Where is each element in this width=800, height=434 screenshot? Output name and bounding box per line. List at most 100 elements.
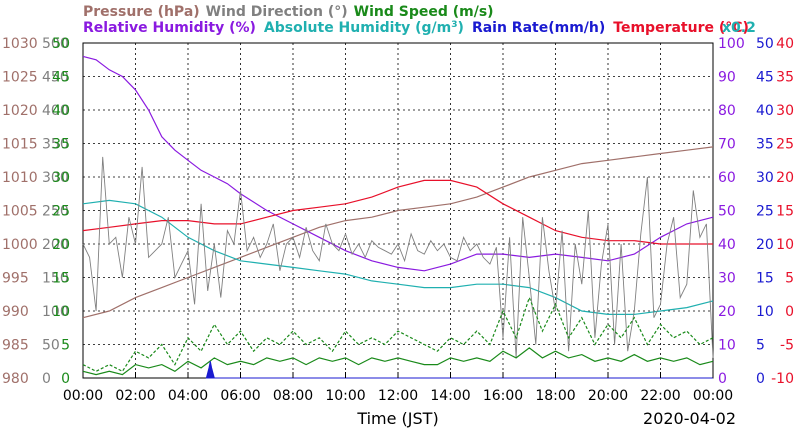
tick-label-temperature: 35 [776,70,794,86]
tick-label-pressure: 1005 [2,204,38,220]
tick-label-pressure: 1030 [2,36,38,52]
tick-label-pressure: 990 [2,304,29,320]
x-axis-label: Time (JST) [356,409,438,428]
tick-label-relative_humidity: 40 [718,237,736,253]
tick-label-temperature: 15 [776,204,794,220]
tick-label-wind_speed: 35 [52,137,70,153]
tick-label-wind_direction: 50 [42,338,60,354]
tick-label-wind_direction: 450 [42,70,69,86]
tick-label-rain_rate: 45 [756,70,774,86]
tick-label-rain_rate: 35 [756,137,774,153]
tick-label-relative_humidity: 30 [718,271,736,287]
tick-label-temperature: -5 [780,338,794,354]
tick-label-relative_humidity: 80 [718,103,736,119]
tick-label-wind_direction: 100 [42,304,69,320]
tick-label-wind_speed: 25 [52,204,70,220]
tick-label-wind_speed: 50 [52,36,70,52]
tick-label-wind_direction: 0 [42,371,51,387]
legend-item-2: Wind Speed (m/s) [354,4,494,20]
tick-label-temperature: -10 [771,371,794,387]
series-temperature [82,179,713,245]
series-wind-speed [82,347,714,376]
axis-wind-speed: 0 5 10 15 20 25 30 35 40 45 50 [52,36,70,387]
tick-label-rain_rate: 30 [756,170,774,186]
tick-label-wind_direction: 200 [42,237,69,253]
tick-label-wind_speed: 45 [52,70,70,86]
x-tick-label: 04:00 [168,388,208,404]
x-tick-label: 00:00 [693,388,733,404]
tick-label-relative_humidity: 10 [718,338,736,354]
series-pressure [82,146,714,319]
axis-pressure: 980 985 990 995 1000 1005 1010 1015 1020 1025 1030 [2,36,38,387]
tick-label-rain_rate: 20 [756,237,774,253]
tick-label-wind_direction: 500 [42,36,69,52]
x-axis-ticks: 00:00 02:00 04:00 06:00 08:00 10:00 12:00 14:00… [63,372,733,404]
tick-label-rain_rate: 0 [756,371,765,387]
tick-label-rain_rate: 15 [756,271,774,287]
x-tick-label: 06:00 [220,388,260,404]
axis-rain-rate: 0 5 10 15 20 25 30 35 40 45 50 [756,36,774,387]
legend-item-3: Temperature (°C) [613,20,749,36]
tick-label-pressure: 1010 [2,170,38,186]
date-label: 2020-04-02 [643,409,736,428]
tick-label-rain_rate: 50 [756,36,774,52]
tick-label-relative_humidity: 0 [718,371,727,387]
x-tick-label: 14:00 [430,388,470,404]
x-tick-label: 22:00 [640,388,680,404]
tick-label-temperature: 10 [776,237,794,253]
tick-label-wind_speed: 10 [52,304,70,320]
tick-label-pressure: 1025 [2,70,38,86]
legend-item-2: Rain Rate(mm/h) [472,20,605,36]
x-tick-label: 16:00 [483,388,523,404]
tick-label-relative_humidity: 20 [718,304,736,320]
tick-label-wind_speed: 0 [61,371,70,387]
tick-label-wind_speed: 40 [52,103,70,119]
tick-label-pressure: 1020 [2,103,38,119]
tick-label-pressure: 995 [2,271,29,287]
tick-label-wind_speed: 20 [52,237,70,253]
series-wind-speed [82,295,714,373]
tick-label-pressure: 1015 [2,137,38,153]
tick-label-wind_direction: 150 [42,271,69,287]
x-tick-label: 18:00 [535,388,575,404]
tick-label-temperature: 0 [785,304,794,320]
tick-label-pressure: 980 [2,371,29,387]
series-wind-direction [82,156,714,358]
tick-label-temperature: 40 [776,36,794,52]
tick-label-relative_humidity: 70 [718,137,736,153]
series-rain-rate [205,361,713,379]
scale-note: x0.2 [722,20,756,36]
tick-label-temperature: 20 [776,170,794,186]
x-tick-label: 02:00 [115,388,155,404]
tick-label-relative_humidity: 50 [718,204,736,220]
tick-label-wind_speed: 30 [52,170,70,186]
series-absolute-humidity [82,199,714,315]
tick-label-wind_speed: 15 [52,271,70,287]
legend: Pressure (hPa) Wind Direction (°) Wind Spe… [83,4,749,36]
x-tick-label: 00:00 [63,388,103,404]
tick-label-wind_direction: 300 [42,170,69,186]
axis-temperature: -10 -5 0 5 10 15 20 25 30 35 40 [771,36,794,387]
x-tick-label: 10:00 [325,388,365,404]
x-tick-label: 08:00 [273,388,313,404]
tick-label-relative_humidity: 90 [718,70,736,86]
tick-label-wind_direction: 350 [42,137,69,153]
tick-label-temperature: 5 [785,271,794,287]
tick-label-temperature: 25 [776,137,794,153]
tick-label-rain_rate: 10 [756,304,774,320]
legend-item-0: Pressure (hPa) [83,4,200,20]
tick-label-rain_rate: 25 [756,204,774,220]
tick-label-wind_direction: 250 [42,204,69,220]
tick-label-wind_direction: 400 [42,103,69,119]
legend-item-0: Relative Humidity (%) [83,20,256,36]
axis-relative-humidity: 0 10 20 30 40 50 60 70 80 90 100 [718,36,745,387]
series [82,55,714,379]
x-tick-label: 12:00 [378,388,418,404]
tick-label-pressure: 1000 [2,237,38,253]
legend-item-1: Wind Direction (°) [206,4,348,20]
legend-item-1: Absolute Humidity (g/m3) [264,20,464,36]
tick-label-pressure: 985 [2,338,29,354]
